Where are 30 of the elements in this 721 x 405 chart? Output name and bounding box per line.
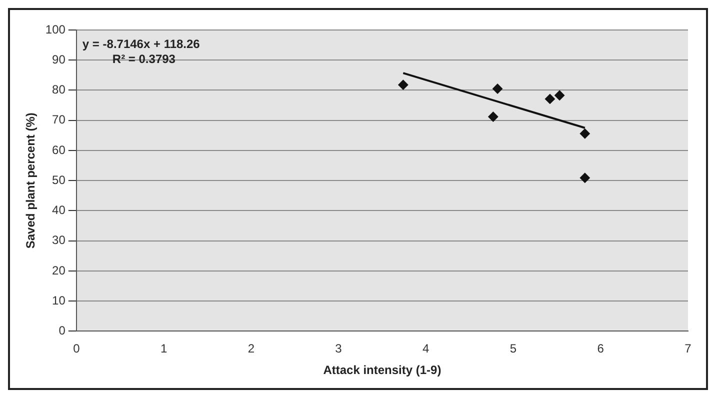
y-tick-label: 30 (52, 233, 66, 248)
x-tick-label: 5 (510, 342, 517, 356)
y-tick-label: 20 (52, 263, 66, 278)
x-tick-label: 4 (422, 342, 430, 356)
x-tick-label: 7 (684, 342, 692, 356)
x-tick-label: 6 (597, 342, 604, 356)
y-tick-label: 70 (52, 112, 66, 127)
x-axis-title: Attack intensity (1-9) (323, 363, 442, 378)
y-tick-label: 40 (52, 203, 66, 218)
y-tick-label: 10 (52, 293, 66, 308)
point (488, 112, 498, 122)
x-tick-label: 3 (335, 342, 342, 356)
y-tick-label: 60 (52, 142, 66, 157)
y-tick-label: 90 (52, 52, 66, 66)
y-tick-label: 0 (58, 324, 66, 338)
point (554, 90, 565, 100)
point (398, 80, 408, 90)
point (580, 172, 590, 183)
point (544, 94, 555, 104)
annotation: R² = 0.3793 (112, 52, 176, 66)
y-tick-label: 100 (45, 22, 66, 36)
x-tick-label: 1 (160, 342, 168, 356)
annotation: y = -8.7146x + 118.26 (82, 37, 200, 51)
x-tick-label: 2 (248, 342, 255, 356)
x-tick-label: 0 (73, 342, 80, 356)
point (492, 84, 503, 94)
y-axis-title: Saved plant percent (%) (24, 112, 38, 249)
point (580, 128, 590, 139)
y-tick-label: 80 (52, 82, 66, 97)
y-tick-label: 50 (52, 172, 66, 187)
